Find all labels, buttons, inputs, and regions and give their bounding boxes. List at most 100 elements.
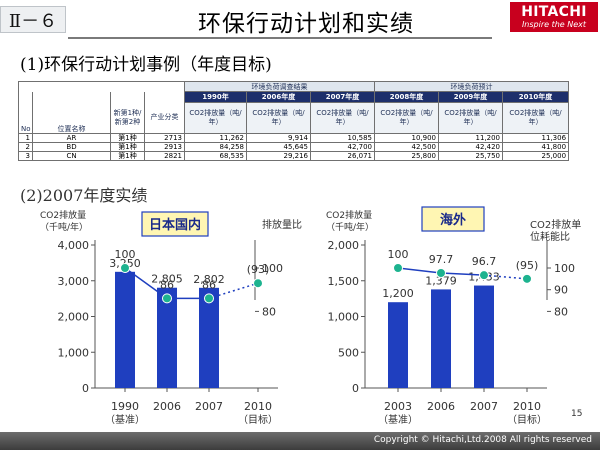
y-axis-title: （千吨/年） [40,221,88,233]
copyright-text: Copyright © Hitachi,Ltd.2008 All rights … [373,435,592,445]
x-tick-label: 2007 [470,400,498,413]
row-no: 3 [18,151,33,161]
table-row: 1 AR 第1种 2713 11,262 9,914 10,585 10,900… [18,133,570,143]
row-value: 45,645 [246,142,311,152]
row-value: 11,200 [438,133,504,143]
ratio-label: 100 [115,248,136,261]
y-axis-title: CO2排放量 [326,209,372,221]
y-axis-title: （千吨/年） [326,221,374,233]
x-tick-label: 2010 [244,400,272,413]
logo-tagline: Inspire the Next [521,20,587,29]
ratio-point [162,293,172,304]
year-header: 2009年度 [438,91,504,103]
x-tick-note: （目标） [507,414,547,426]
row-value: 29,216 [246,151,311,161]
ratio-label: 100 [388,248,409,261]
ratio-axis-title: CO2排放单 [530,218,581,231]
ratio-label: (93) [247,263,270,276]
y-tick-label: 0 [352,382,359,395]
bar [199,287,219,388]
co2-subheader: CO2排放量（吨/年） [438,102,504,134]
section1-heading: (1)环保行动计划事例（年度目标) [20,55,272,75]
ratio-point [204,293,214,304]
row-category: 2713 [144,133,185,143]
ratio-tick-label: 80 [554,305,568,318]
y-tick-label: 2,000 [58,311,90,324]
y-tick-label: 0 [82,382,89,395]
row-value: 25,750 [438,151,504,161]
row-value: 84,258 [184,142,247,152]
ratio-line-forecast [483,274,528,280]
bar-value-label: 2,805 [151,273,183,286]
x-tick-label: 2010 [513,400,541,413]
y-tick-label: 4,000 [58,239,90,252]
chart-title: 日本国内 [149,217,201,233]
chart-title-box [421,206,485,232]
row-value: 26,071 [309,151,376,161]
row-type: 第1种 [110,142,145,152]
row-category: 2821 [144,151,185,161]
col-type-header: 新第1种/新第2种 [110,102,145,134]
co2-subheader: CO2排放量（吨/年） [184,102,247,134]
row-value: 42,700 [309,142,376,152]
ratio-tick-label: 80 [262,305,276,318]
y-axis-title: CO2排放量 [40,209,86,221]
footer-bar: Copyright © Hitachi,Ltd.2008 All rights … [0,432,600,450]
y-tick-label: 1,500 [328,275,360,288]
hitachi-logo: HITACHI Inspire the Next [510,2,598,32]
x-tick-label: 1990 [111,400,139,413]
page-number: 15 [571,409,583,419]
ratio-label: 96.7 [472,255,497,268]
row-name: CN [32,151,111,161]
logo-wordmark: HITACHI [521,4,587,20]
ratio-label: 86 [160,278,174,291]
table-row: 3 CN 第1种 2821 68,535 29,216 26,071 25,80… [18,151,570,161]
forecast-group-header: 环境负荷预计 [374,81,570,92]
co2-subheader: CO2排放量（吨/年） [502,102,570,134]
bar-value-label: 2,802 [193,273,225,286]
x-tick-note: （目标） [238,414,278,426]
ratio-point [522,273,532,284]
row-type: 第1种 [110,133,145,143]
title-underline [68,37,492,39]
row-name: AR [32,133,111,143]
ratio-axis-title: 位耗能比 [530,230,570,243]
co2-subheader: CO2排放量（吨/年） [246,102,311,134]
table-row: 2 BD 第1种 2913 84,258 45,645 42,700 42,50… [18,142,570,152]
ratio-point [479,270,489,281]
bar [474,285,494,388]
bar-value-label: 1,200 [382,287,414,300]
co2-subheader: CO2排放量（吨/年） [374,102,440,134]
ratio-point [253,278,263,289]
y-tick-label: 1,000 [58,346,90,359]
row-value: 11,262 [184,133,247,143]
row-name: BD [32,142,111,152]
ratio-point [393,263,403,273]
bar [115,271,135,388]
year-header: 1990年 [184,91,247,103]
page-title: 环保行动计划和实绩 [198,11,414,37]
row-value: 25,000 [502,151,570,161]
row-value: 9,914 [246,133,311,143]
col-no-header: No [18,102,33,134]
results-charts: CO2排放量（千吨/年） 排放量比日本国内01,0002,0003,0004,00… [40,206,581,426]
row-value: 10,585 [309,133,376,143]
row-no: 1 [18,133,33,143]
row-value: 42,420 [438,142,504,152]
x-tick-label: 2006 [153,400,181,413]
action-plan-table: 环境负荷调查结果 环境负荷预计 1990年 2006年度 2007年度 2008… [18,81,570,161]
year-header: 2007年度 [309,91,376,103]
ratio-axis-title: 排放量比 [262,218,302,231]
section2-heading: (2)2007年度实绩 [20,186,148,205]
bar [388,302,408,388]
chart-title-box [141,211,209,237]
row-value: 42,500 [374,142,440,152]
year-header: 2006年度 [246,91,311,103]
x-tick-label: 2007 [195,400,223,413]
chart-title: 海外 [440,212,466,228]
ratio-line-forecast [208,282,259,300]
ratio-tick-label: 100 [262,262,283,275]
row-value: 68,535 [184,151,247,161]
bar [157,287,177,388]
row-category: 2913 [144,142,185,152]
